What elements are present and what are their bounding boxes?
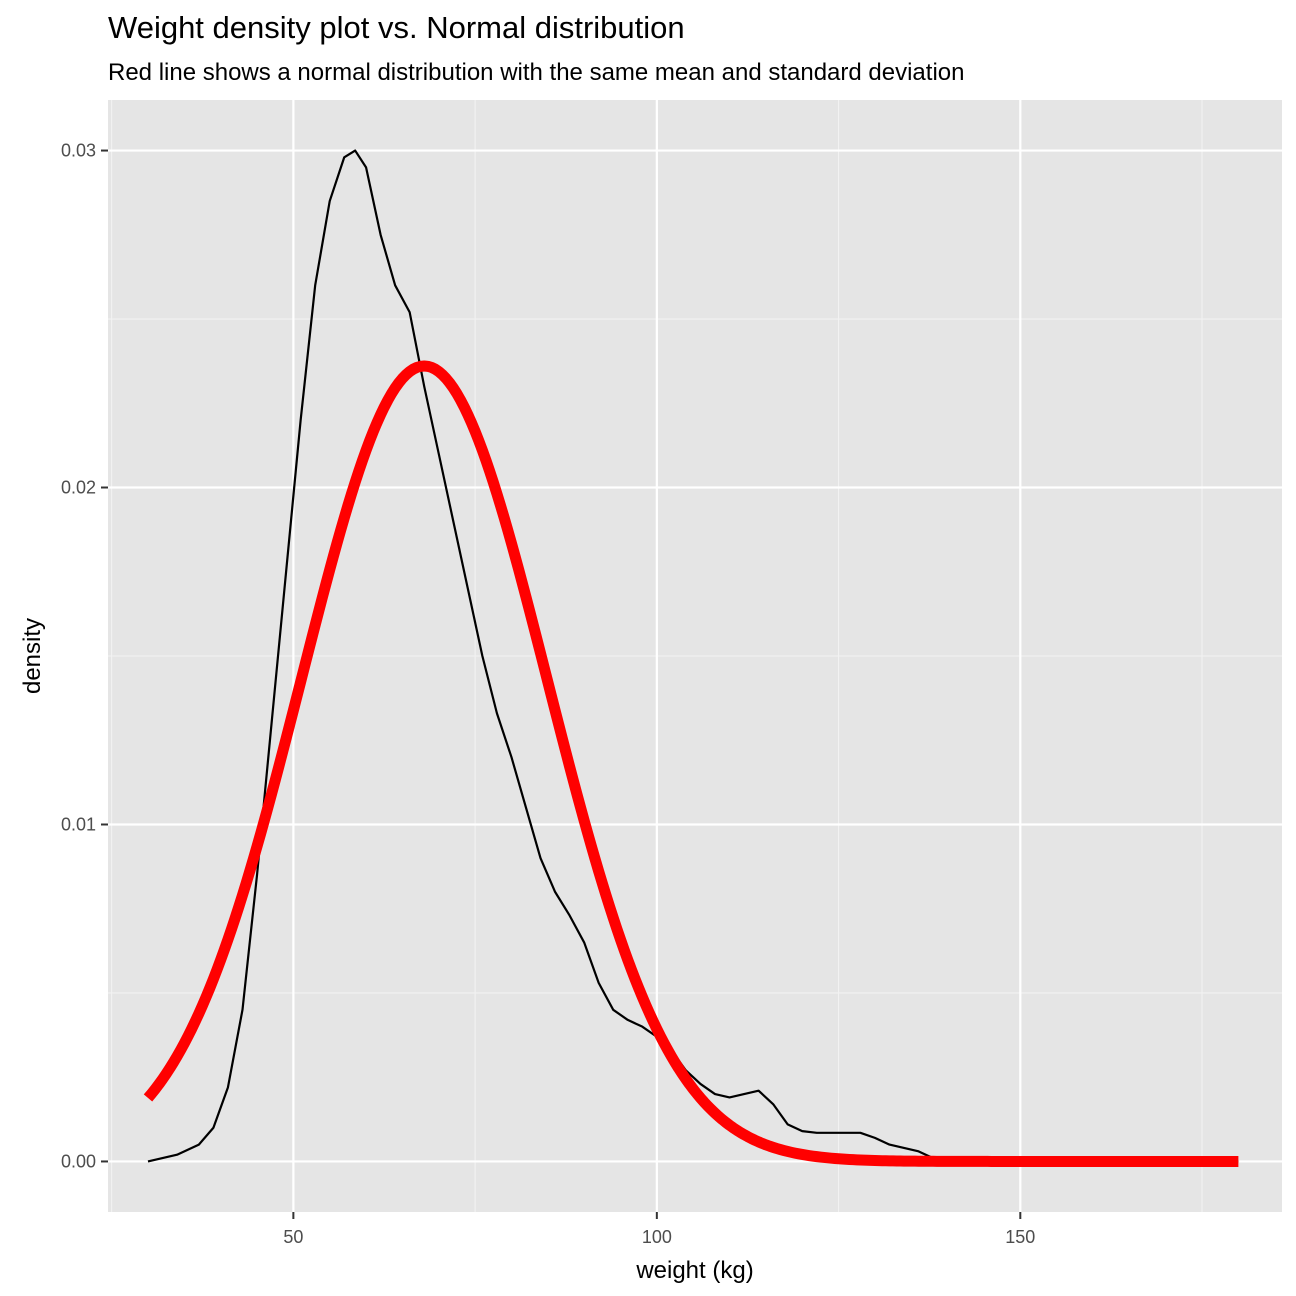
y-axis-title: density xyxy=(19,618,46,694)
major-gridlines xyxy=(108,100,1282,1212)
x-axis-title: weight (kg) xyxy=(635,1257,753,1284)
x-tick-label: 50 xyxy=(283,1227,303,1247)
axis-ticks xyxy=(101,149,1022,1219)
x-tick-label: 100 xyxy=(642,1227,672,1247)
series-layer xyxy=(143,149,1241,1167)
y-tick-label: 0.00 xyxy=(61,1151,96,1171)
normal-curve xyxy=(143,360,1241,1167)
y-tick-label: 0.01 xyxy=(61,814,96,834)
y-tick-label: 0.03 xyxy=(61,141,96,161)
x-tick-label: 150 xyxy=(1005,1227,1035,1247)
chart-subtitle: Red line shows a normal distribution wit… xyxy=(108,59,965,86)
tick-labels: 50 100 150 0.00 0.01 0.02 0.03 xyxy=(61,141,1035,1247)
density-line xyxy=(147,149,1239,1163)
chart-title: Weight density plot vs. Normal distribut… xyxy=(108,10,685,45)
y-tick-label: 0.02 xyxy=(61,478,96,498)
minor-gridlines xyxy=(108,100,1282,1212)
